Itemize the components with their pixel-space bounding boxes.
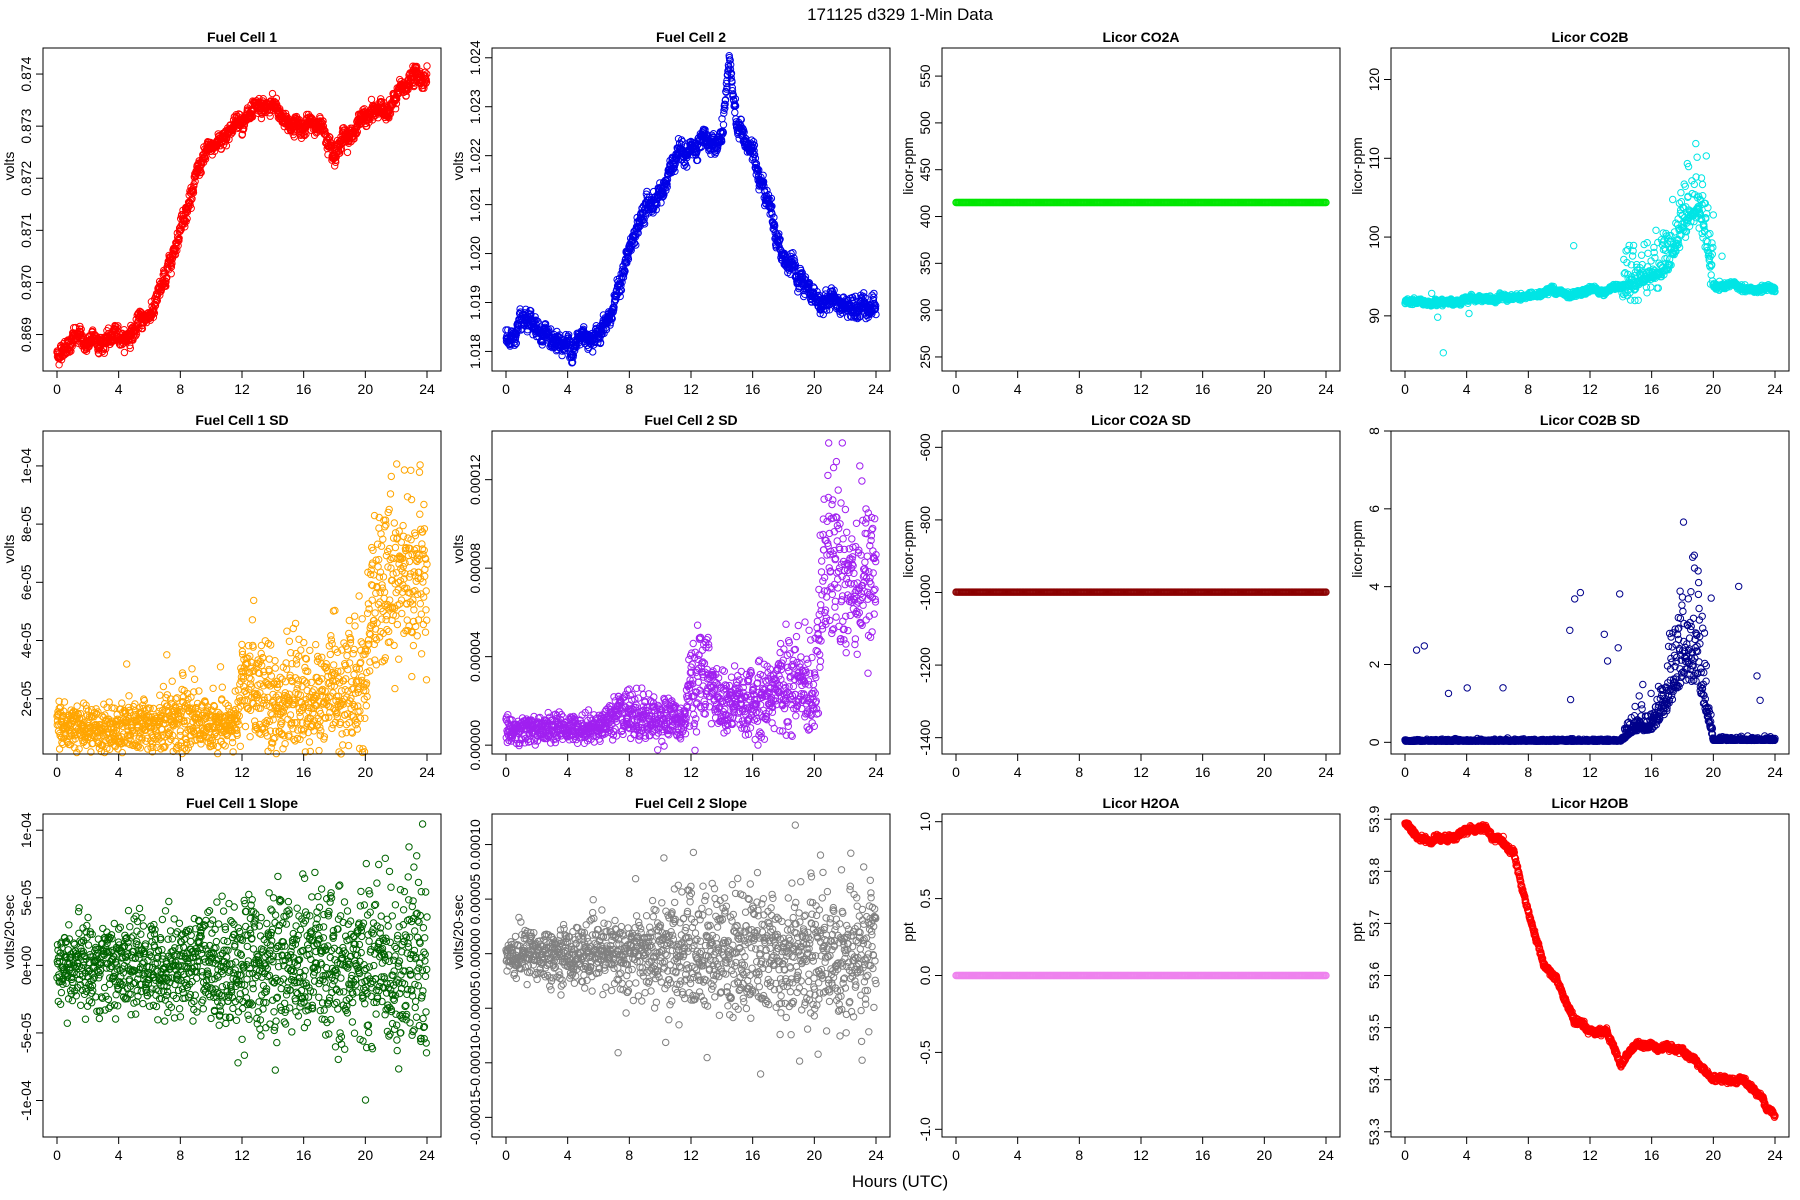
y-tick-label: 120 [1366, 68, 1382, 92]
panel-title: Licor CO2B [1551, 29, 1628, 45]
y-tick-label: 100 [1366, 225, 1382, 249]
x-tick-label: 0 [502, 381, 510, 397]
data-point [197, 168, 205, 177]
y-tick-label: 450 [917, 158, 933, 182]
panel-title: Licor CO2A [1102, 29, 1179, 45]
panel-grid: Fuel Cell 1 0 4 8 12 16 20 24 0.869 0.870 0.871 0.8… [1, 29, 1790, 1163]
data-point [222, 142, 231, 150]
data-point [113, 323, 121, 331]
data-point [126, 344, 135, 352]
x-axis-label: Hours (UTC) [852, 1172, 948, 1191]
x-tick-label: 8 [176, 381, 184, 397]
x-tick-label: 20 [807, 381, 823, 397]
x-tick-label: 16 [296, 381, 312, 397]
x-tick-label: 20 [1706, 381, 1722, 397]
y-tick-label: 1.018 [467, 334, 483, 369]
y-tick-label: 1.020 [467, 236, 483, 271]
panel-title: Fuel Cell 1 [207, 29, 277, 45]
data-point [196, 168, 205, 176]
x-tick-label: 16 [1644, 381, 1660, 397]
x-tick-label: 8 [625, 381, 633, 397]
data-point [114, 322, 122, 330]
data-point [187, 196, 195, 205]
x-tick-label: 24 [868, 381, 884, 397]
data-point [162, 278, 170, 286]
data-point [187, 204, 195, 213]
x-tick-label: 4 [564, 381, 572, 397]
data-point [149, 313, 158, 321]
x-tick-label: 24 [419, 381, 435, 397]
data-points [952, 198, 1330, 207]
data-point [120, 348, 129, 357]
figure-title: 171125 d329 1-Min Data [807, 5, 993, 24]
y-tick-label: 110 [1366, 147, 1382, 170]
data-point [227, 130, 236, 138]
data-point [101, 345, 110, 353]
data-point [167, 263, 176, 271]
y-tick-label: 1.021 [467, 187, 483, 222]
x-tick-label: 0 [952, 381, 960, 397]
y-tick-label: 400 [917, 205, 933, 229]
y-tick-label: 300 [917, 298, 933, 322]
data-points [53, 62, 431, 369]
y-tick-label: 0.874 [18, 56, 34, 91]
data-point [162, 282, 170, 290]
x-tick-label: 8 [1075, 381, 1083, 397]
x-tick-label: 24 [1318, 381, 1334, 397]
data-point [175, 237, 183, 245]
data-point [150, 309, 159, 317]
y-tick-label: 1.023 [467, 89, 483, 124]
panel-title: Fuel Cell 2 [656, 29, 726, 45]
x-tick-label: 20 [358, 381, 374, 397]
y-axis-label: volts [450, 152, 466, 181]
y-tick-label: 350 [917, 251, 933, 275]
y-axis-label: licor-ppm [900, 137, 916, 195]
y-tick-label: 90 [1366, 308, 1382, 324]
y-tick-label: 0.873 [18, 108, 34, 143]
x-tick-label: 20 [1257, 381, 1273, 397]
data-point [100, 349, 109, 357]
x-tick-label: 4 [1463, 381, 1471, 397]
y-tick-label: 1.019 [467, 285, 483, 320]
x-tick-label: 24 [1767, 381, 1783, 397]
x-tick-label: 4 [115, 381, 123, 397]
y-tick-label: 0.871 [18, 213, 34, 248]
data-point [152, 295, 160, 304]
y-tick-label: 550 [917, 64, 933, 88]
x-tick-label: 8 [1524, 381, 1532, 397]
x-tick-label: 12 [1582, 381, 1598, 397]
x-tick-label: 0 [53, 381, 61, 397]
y-tick-label: 0.870 [18, 265, 34, 300]
data-point [171, 250, 180, 259]
y-tick-label: 0.872 [18, 161, 34, 196]
y-tick-label: 1.022 [467, 138, 483, 173]
panel-title: Fuel Cell 1 SD [195, 412, 288, 428]
data-point [168, 259, 176, 268]
x-tick-label: 16 [1195, 381, 1211, 397]
y-tick-label: 1.024 [467, 40, 483, 75]
x-tick-label: 12 [234, 381, 250, 397]
data-point [126, 341, 134, 350]
panel-fuel-cell-1: Fuel Cell 1 0 4 8 12 16 20 24 0.869 0.870 0.871 0.8… [1, 29, 442, 397]
x-tick-label: 4 [1014, 381, 1022, 397]
y-tick-label: 250 [917, 345, 933, 369]
data-point [163, 273, 171, 282]
x-tick-label: 16 [745, 381, 761, 397]
x-tick-label: 12 [683, 381, 699, 397]
x-tick-label: 12 [1133, 381, 1149, 397]
x-tick-label: 0 [1401, 381, 1409, 397]
y-axis-label: licor-ppm [1349, 137, 1365, 195]
y-tick-label: 0.869 [18, 317, 34, 352]
y-tick-label: 500 [917, 111, 933, 135]
y-axis-label: volts [1, 152, 17, 181]
data-point [173, 246, 181, 255]
